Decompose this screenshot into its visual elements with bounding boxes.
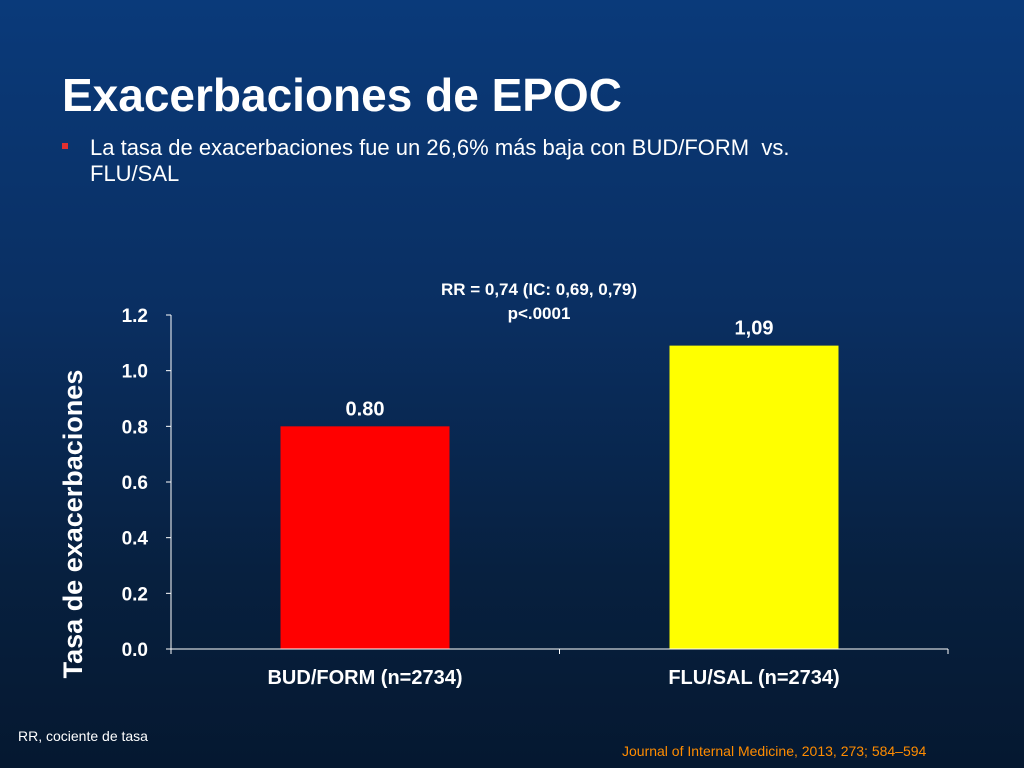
- footnote: RR, cociente de tasa: [18, 728, 148, 744]
- slide-title: Exacerbaciones de EPOC: [62, 69, 622, 121]
- y-axis-title: Tasa de exacerbaciones: [58, 370, 88, 679]
- y-tick-label: 0.2: [122, 584, 148, 605]
- rr-annotation-line: p<.0001: [508, 304, 571, 323]
- x-category-label: BUD/FORM (n=2734): [267, 667, 462, 689]
- y-tick-label: 0.4: [122, 529, 149, 550]
- bullet-square-icon: [62, 143, 68, 149]
- bar-value-label: 0.80: [346, 398, 385, 420]
- bullet-text: La tasa de exacerbaciones fue un 26,6% m…: [90, 135, 790, 186]
- citation: Journal of Internal Medicine, 2013, 273;…: [622, 743, 927, 759]
- y-tick-label: 0.8: [122, 417, 148, 438]
- rr-annotation-line: RR = 0,74 (IC: 0,69, 0,79): [441, 280, 637, 299]
- bullet-item: La tasa de exacerbaciones fue un 26,6% m…: [62, 135, 942, 187]
- bar-value-label: 1,09: [735, 318, 774, 340]
- bar-2: [669, 345, 839, 649]
- bar-1: [280, 426, 450, 649]
- y-tick-label: 1.0: [122, 362, 148, 383]
- y-tick-label: 1.2: [122, 306, 148, 327]
- y-tick-label: 0.6: [122, 473, 148, 494]
- chart-plot-area: 0.0 0.2 0.4 0.6 0.8 1.0 1.2 BUD/FORM (n=2734) FL…: [58, 280, 949, 689]
- y-tick-label: 0.0: [122, 640, 148, 661]
- x-category-label: FLU/SAL (n=2734): [668, 667, 839, 689]
